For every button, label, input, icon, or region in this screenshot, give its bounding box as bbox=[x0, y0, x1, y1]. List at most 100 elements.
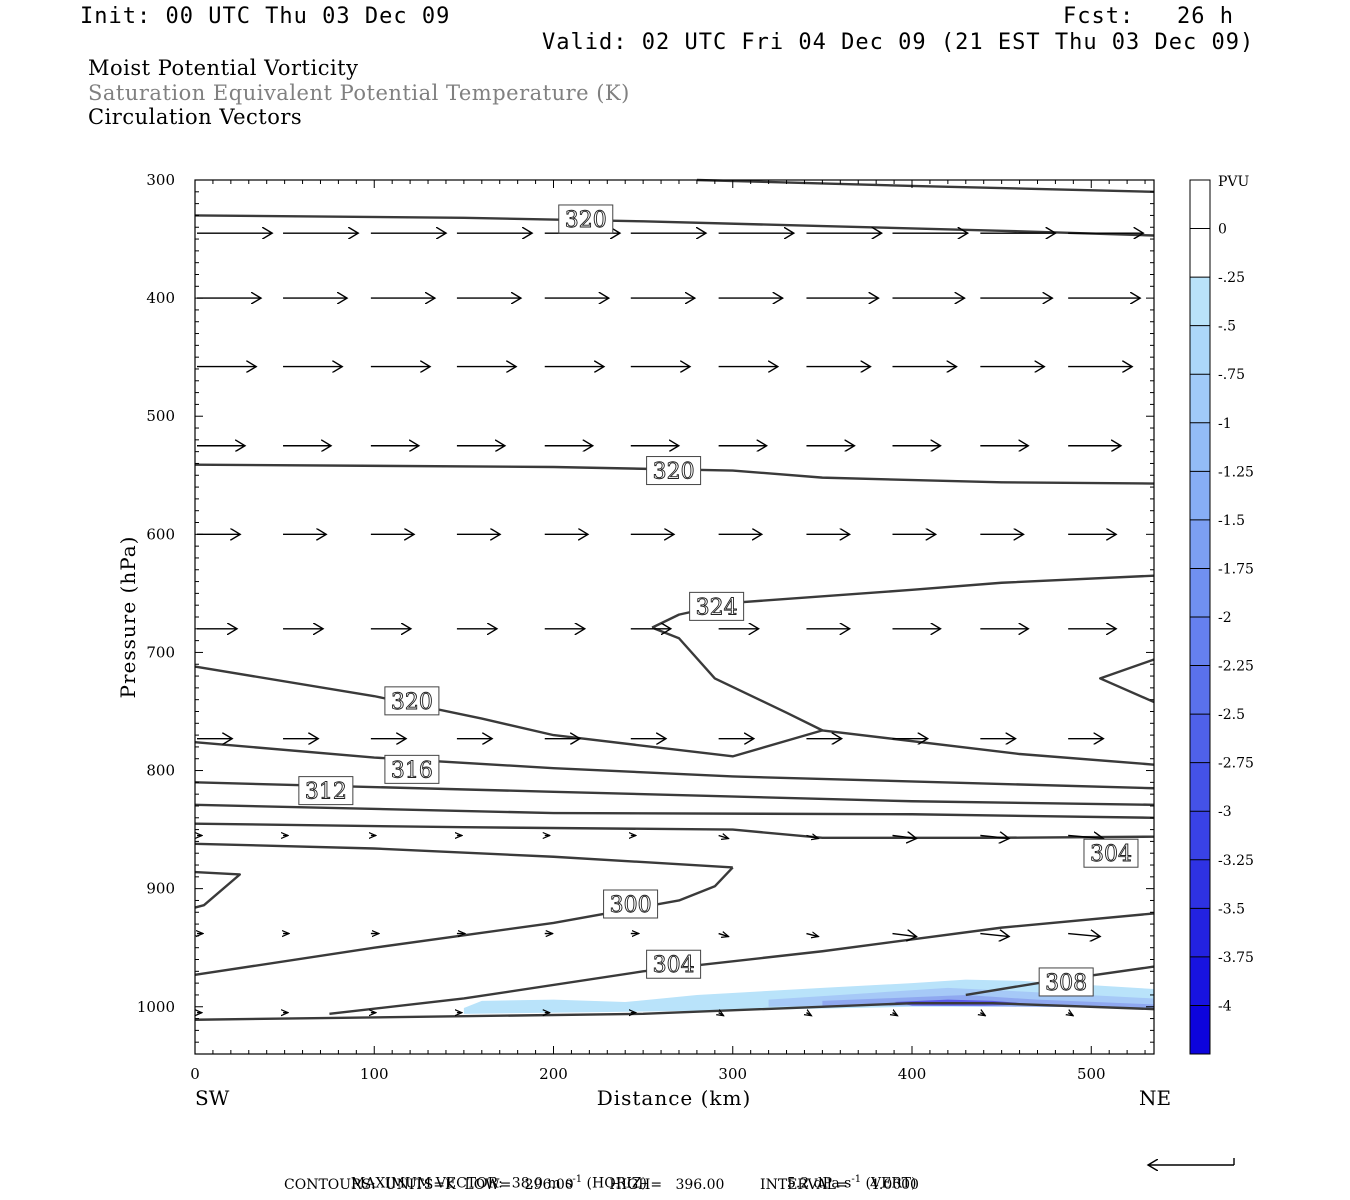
contour-label: 320 bbox=[565, 208, 607, 233]
colorbar-label: -3.25 bbox=[1218, 853, 1254, 869]
colorbar-segment bbox=[1190, 180, 1210, 230]
y-tick-label: 700 bbox=[146, 643, 175, 661]
footer-vert-vector: 5.2 dPa s-1 (VERT) bbox=[786, 1174, 917, 1192]
y-tick-label: 1000 bbox=[137, 998, 175, 1016]
contour-label: 304 bbox=[653, 953, 695, 978]
colorbar-segment bbox=[1190, 422, 1210, 472]
contour-label-box bbox=[384, 754, 440, 784]
y-axis-title: Pressure (hPa) bbox=[116, 536, 140, 699]
contour-324-3 bbox=[651, 574, 1155, 629]
vector-arrow bbox=[806, 1013, 811, 1016]
vector-arrow bbox=[892, 836, 916, 839]
colorbar: PVU 0 -.25 -.5 -.75 -1 -1.25 -1.5 -1.75 -2 -2.25 -2… bbox=[1189, 174, 1254, 1055]
y-tick-label: 900 bbox=[146, 880, 175, 898]
contour-label: 316 bbox=[391, 758, 433, 783]
colorbar-label: -2.75 bbox=[1218, 756, 1254, 772]
colorbar-segment bbox=[1190, 228, 1210, 278]
x-tick-label: 500 bbox=[1077, 1065, 1106, 1083]
field-title-theta-es: Saturation Equivalent Potential Temperat… bbox=[88, 81, 630, 105]
contour-lines bbox=[194, 178, 1155, 1021]
colorbar-label: -3.5 bbox=[1218, 901, 1245, 917]
contour-304-14 bbox=[329, 912, 1155, 1016]
vector-arrow bbox=[718, 934, 729, 937]
contour-312-16 bbox=[194, 1002, 1155, 1021]
contour-labels: 320 320 324 320 316 312 304 300 304 308 bbox=[298, 204, 1139, 997]
contour-label-box bbox=[1083, 838, 1139, 868]
contour-316-6 bbox=[194, 740, 1155, 790]
colorbar-label: -1.75 bbox=[1218, 561, 1254, 577]
contour-304-12 bbox=[194, 870, 242, 909]
colorbar-segment bbox=[1190, 956, 1210, 1006]
contour-label: 320 bbox=[391, 690, 433, 715]
colorbar-segment bbox=[1190, 811, 1210, 861]
y-tick-label: 600 bbox=[146, 525, 175, 543]
colorbar-title: PVU bbox=[1218, 174, 1250, 190]
contour-label-box bbox=[1038, 967, 1094, 997]
contour-label: 320 bbox=[653, 460, 695, 485]
contour-label-box bbox=[646, 456, 702, 486]
vector-arrow bbox=[718, 836, 729, 839]
contour-304-13 bbox=[1099, 658, 1155, 704]
forecast-hour: Fcst: 26 h bbox=[1063, 4, 1234, 29]
colorbar-segment bbox=[1190, 859, 1210, 909]
mpv-shading bbox=[463, 979, 1154, 1014]
x-axis-title: Distance (km) bbox=[597, 1086, 752, 1110]
contour-label-box bbox=[298, 776, 354, 806]
y-tick-label: 400 bbox=[146, 289, 175, 307]
valid-time: Valid: 02 UTC Fri 04 Dec 09 (21 EST Thu … bbox=[542, 30, 1255, 55]
footer-max-vector: MAXIMUM VECTOR: 38.0 m s-1 (HORIZ) bbox=[350, 1174, 647, 1192]
colorbar-label: -2.5 bbox=[1218, 707, 1245, 723]
axis-ticks: 300 400 500 600 700 800 900 1000 0 100 200 300 400 50… bbox=[137, 171, 1154, 1083]
field-title-mpv: Moist Potential Vorticity bbox=[88, 56, 359, 80]
colorbar-label: -4 bbox=[1218, 998, 1232, 1014]
colorbar-segment bbox=[1190, 568, 1210, 618]
vector-arrow bbox=[1068, 836, 1103, 839]
vector-arrow bbox=[806, 836, 818, 839]
colorbar-segment bbox=[1190, 617, 1210, 667]
colorbar-label: 0 bbox=[1218, 222, 1227, 238]
vector-arrow bbox=[980, 934, 1009, 937]
vector-arrow bbox=[1068, 1013, 1073, 1016]
y-tick-label: 500 bbox=[146, 407, 175, 425]
vector-arrow bbox=[892, 1013, 897, 1016]
colorbar-label: -1 bbox=[1218, 416, 1232, 432]
contour-label: 324 bbox=[696, 595, 738, 620]
colorbar-label: -.25 bbox=[1218, 270, 1245, 286]
contour-324-4 bbox=[651, 626, 823, 732]
contour-label-box bbox=[384, 686, 440, 716]
contour-label: 308 bbox=[1045, 971, 1087, 996]
colorbar-segment bbox=[1190, 471, 1210, 521]
axis-labels: Distance (km) Pressure (hPa) SW NE bbox=[116, 536, 1171, 1110]
y-tick-label: 800 bbox=[146, 762, 175, 780]
contour-label-box bbox=[646, 949, 702, 979]
footer-contours: CONTOURS: UNITS=K LOW= 296.00 HIGH= 396.… bbox=[284, 1177, 919, 1193]
ne-label: NE bbox=[1139, 1086, 1171, 1110]
contour-308-8 bbox=[194, 803, 1155, 819]
colorbar-segment bbox=[1190, 374, 1210, 424]
colorbar-label: -3.75 bbox=[1218, 950, 1254, 966]
contour-label: 304 bbox=[1090, 842, 1132, 867]
vector-arrow bbox=[806, 934, 818, 937]
contour-320-0 bbox=[194, 214, 1155, 237]
x-tick-label: 400 bbox=[898, 1065, 927, 1083]
x-tick-label: 100 bbox=[360, 1065, 389, 1083]
vector-arrow bbox=[980, 836, 1009, 839]
vector-arrow bbox=[1068, 934, 1100, 937]
colorbar-label: -.75 bbox=[1218, 367, 1245, 383]
colorbar-segment bbox=[1190, 519, 1210, 569]
contour-320-5 bbox=[194, 665, 1155, 766]
contour-308-15 bbox=[965, 965, 1155, 997]
reference-vector bbox=[1148, 1158, 1235, 1165]
contour-312-7 bbox=[194, 781, 1155, 806]
x-tick-label: 0 bbox=[190, 1065, 200, 1083]
init-time: Init: 00 UTC Thu 03 Dec 09 bbox=[80, 4, 451, 29]
y-tick-label: 300 bbox=[146, 171, 175, 189]
contour-304-9 bbox=[194, 822, 1155, 840]
vector-arrow bbox=[892, 934, 916, 937]
x-tick-label: 200 bbox=[539, 1065, 568, 1083]
circulation-vectors bbox=[197, 233, 1143, 1016]
colorbar-segment bbox=[1190, 665, 1210, 715]
colorbar-label: -.5 bbox=[1218, 319, 1236, 335]
vector-arrow bbox=[719, 1013, 724, 1016]
colorbar-segment bbox=[1190, 277, 1210, 327]
